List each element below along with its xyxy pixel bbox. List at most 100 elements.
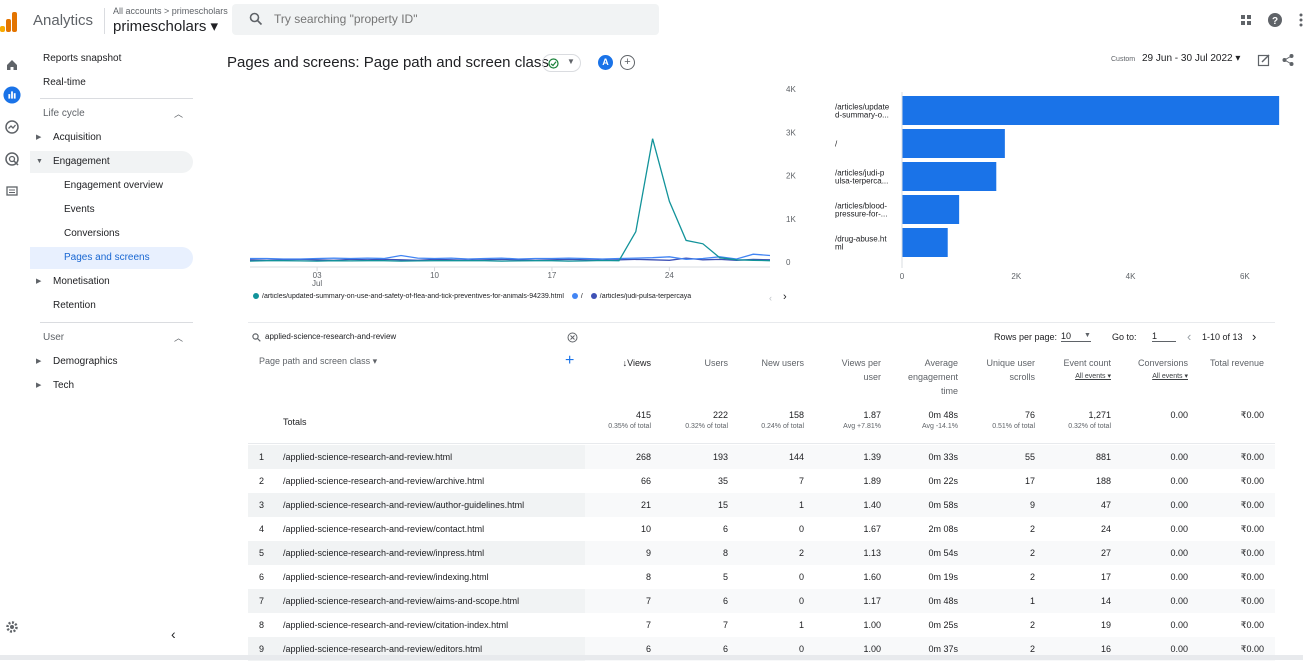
page-path-cell[interactable]: /applied-science-research-and-review/aut… [283, 500, 525, 510]
column-header[interactable]: Total revenue [1210, 356, 1264, 370]
prev-page-icon[interactable]: ‹ [1187, 329, 1192, 344]
settings-gear-icon[interactable] [3, 618, 21, 636]
nav-engagement[interactable]: ▼ Engagement [30, 151, 193, 173]
nav-retention[interactable]: Retention [30, 295, 193, 317]
nav-reports-snapshot[interactable]: Reports snapshot [30, 48, 193, 70]
metric-cell: 2 [1029, 620, 1035, 630]
table-row[interactable]: 5/applied-science-research-and-review/in… [248, 541, 1275, 565]
metric-cell: 0.00 [1170, 500, 1188, 510]
page-path-cell[interactable]: /applied-science-research-and-review/aim… [283, 596, 520, 606]
column-header[interactable]: Event count All events ▾ [1063, 356, 1111, 384]
horizontal-scrollbar[interactable] [0, 655, 1303, 660]
column-header[interactable]: Conversions All events ▾ [1138, 356, 1188, 384]
status-chip[interactable]: ▼ [542, 54, 581, 72]
bar [902, 162, 997, 191]
nav-pages-and-screens[interactable]: Pages and screens [30, 247, 193, 269]
table-row[interactable]: 8/applied-science-research-and-review/ci… [248, 613, 1275, 637]
nav-monetisation[interactable]: ▶ Monetisation [30, 271, 193, 293]
column-header[interactable]: New users [761, 356, 804, 370]
row-shade [585, 589, 1275, 613]
column-header[interactable]: Users [704, 356, 728, 370]
nav-conversions[interactable]: Conversions [30, 223, 193, 245]
metric-cell: 1.67 [863, 524, 881, 534]
table-row[interactable]: 3/applied-science-research-and-review/au… [248, 493, 1275, 517]
page-path-cell[interactable]: /applied-science-research-and-review/con… [283, 524, 485, 534]
apps-grid-icon[interactable] [1238, 12, 1254, 28]
metric-cell: 6 [722, 524, 728, 534]
divider [248, 322, 1275, 323]
page-path-cell[interactable]: /applied-science-research-and-review/inp… [283, 548, 485, 558]
metric-cell: 16 [1100, 644, 1111, 654]
legend-next-icon[interactable]: › [783, 291, 787, 303]
metric-cell: 0.00 [1170, 548, 1188, 558]
main-content: Pages and screens: Page path and screen … [0, 44, 1303, 661]
series-line [249, 138, 771, 262]
page-path-cell[interactable]: /applied-science-research-and-review/cit… [283, 620, 509, 630]
add-comparison-icon[interactable]: + [620, 55, 635, 70]
rows-per-page-select[interactable]: 10 [1061, 331, 1091, 342]
totals-value: 0m 48s [928, 410, 958, 420]
column-header[interactable]: Unique user scrolls [986, 356, 1035, 384]
metric-cell: 1.17 [863, 596, 881, 606]
nav-events[interactable]: Events [30, 199, 193, 221]
add-dimension-icon[interactable]: + [565, 352, 575, 369]
page-path-cell[interactable]: /applied-science-research-and-review/arc… [283, 476, 485, 486]
legend-prev-icon[interactable]: ‹ [769, 293, 772, 303]
column-header[interactable]: Views per user [842, 356, 881, 384]
row-index: 8 [259, 620, 265, 630]
x-tick-label: 6K [1240, 272, 1250, 281]
account-breadcrumb[interactable]: All accounts > primescholars [113, 6, 228, 16]
page-path-cell[interactable]: /applied-science-research-and-review/edi… [283, 644, 483, 654]
table-row[interactable]: 2/applied-science-research-and-review/ar… [248, 469, 1275, 493]
collapse-nav-chevron-icon[interactable]: ‹ [171, 626, 176, 642]
page-path-cell[interactable]: /applied-science-research-and-review/ind… [283, 572, 489, 582]
column-header[interactable]: Average engagement time [908, 356, 958, 398]
account-selector[interactable]: primescholars ▾ [113, 18, 219, 35]
totals-cell: 0.00 [1170, 410, 1188, 420]
metric-cell: 0m 48s [928, 596, 958, 606]
date-range-picker[interactable]: 29 Jun - 30 Jul 2022 ▾ [1142, 53, 1241, 64]
goto-page-input[interactable]: 1 [1152, 331, 1176, 342]
table-row[interactable]: 4/applied-science-research-and-review/co… [248, 517, 1275, 541]
column-header[interactable]: ↓Views [623, 356, 651, 370]
share-icon[interactable] [1281, 53, 1295, 67]
page-path-cell[interactable]: /applied-science-research-and-review.htm… [283, 452, 453, 462]
table-row[interactable]: 6/applied-science-research-and-review/in… [248, 565, 1275, 589]
metric-scope-selector[interactable]: All events ▾ [1075, 373, 1111, 380]
nav-real-time[interactable]: Real-time [30, 72, 193, 94]
nav-demographics[interactable]: ▶ Demographics [30, 351, 193, 373]
dimension-header[interactable]: Page path and screen class ▾ [259, 356, 378, 366]
table-search-input[interactable]: applied-science-research-and-review [265, 332, 397, 341]
more-vert-icon[interactable] [1293, 12, 1303, 28]
series-line [250, 253, 771, 261]
nav-engagement-overview[interactable]: Engagement overview [30, 175, 193, 197]
search-box[interactable] [232, 4, 659, 35]
metric-cell: ₹0.00 [1240, 524, 1264, 534]
metric-cell: 1.00 [863, 644, 881, 654]
help-icon[interactable]: ? [1267, 12, 1283, 28]
reports-icon[interactable] [3, 86, 21, 104]
search-input[interactable] [274, 10, 634, 28]
clear-search-icon[interactable] [567, 332, 578, 343]
nav-section-life-cycle[interactable]: Life cycle ︿ [30, 103, 193, 125]
nav-section-user[interactable]: User ︿ [30, 327, 193, 349]
home-icon[interactable] [3, 56, 21, 74]
metric-cell: ₹0.00 [1240, 620, 1264, 630]
legend-dot [253, 293, 259, 300]
metric-scope-selector[interactable]: All events ▾ [1152, 373, 1188, 380]
nav-tech[interactable]: ▶ Tech [30, 375, 193, 397]
advertising-icon[interactable] [3, 150, 21, 168]
metric-cell: 0.00 [1170, 596, 1188, 606]
comparison-avatar[interactable]: A [598, 55, 613, 70]
customize-report-icon[interactable] [1257, 53, 1271, 67]
metric-cell: 17 [1100, 572, 1111, 582]
totals-cell: ₹0.00 [1241, 410, 1264, 421]
table-row[interactable]: 7/applied-science-research-and-review/ai… [248, 589, 1275, 613]
totals-subtext: 0.32% of total [1068, 423, 1111, 430]
nav-acquisition[interactable]: ▶ Acquisition [30, 127, 193, 149]
nav-label: Pages and screens [64, 252, 150, 263]
explore-icon[interactable] [3, 118, 21, 136]
table-row[interactable]: 1/applied-science-research-and-review.ht… [248, 445, 1275, 469]
configure-icon[interactable] [3, 182, 21, 200]
next-page-icon[interactable]: › [1252, 329, 1257, 344]
